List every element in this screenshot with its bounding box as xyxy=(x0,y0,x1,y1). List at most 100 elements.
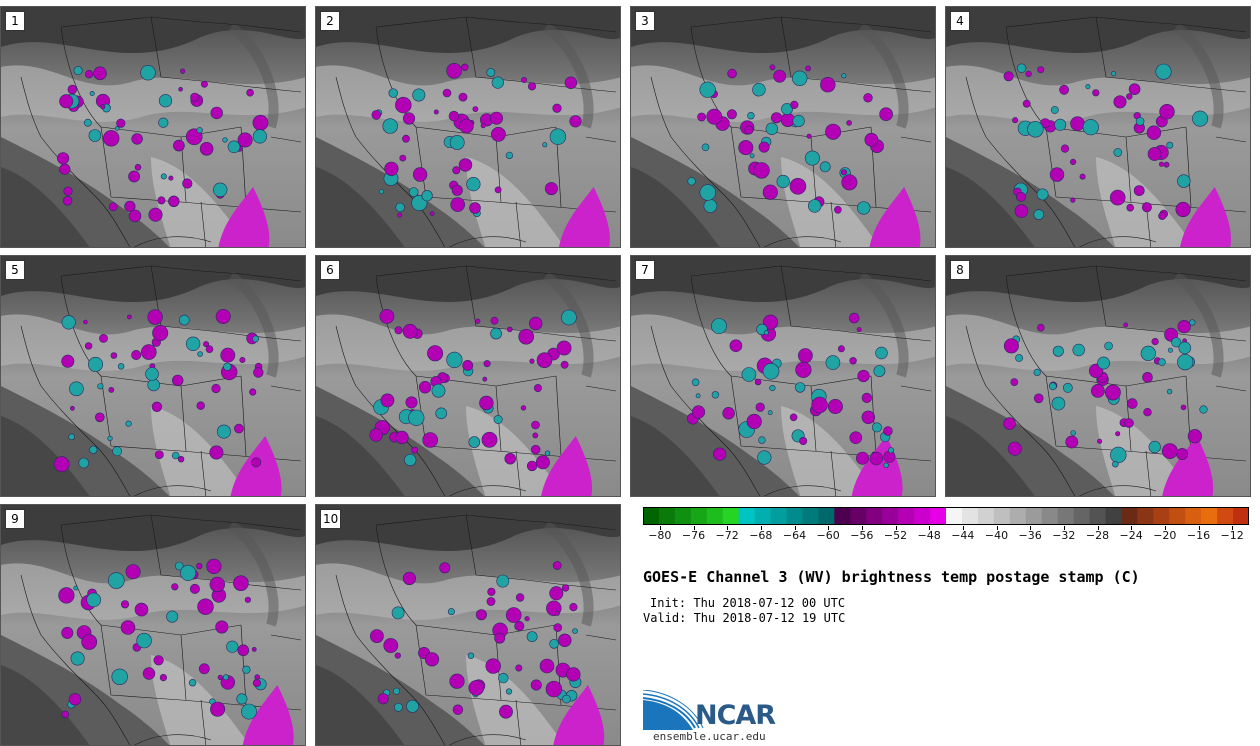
colorbar-tick-mark xyxy=(929,526,931,530)
colorbar-segment xyxy=(770,507,788,525)
colorbar-tick-label: −40 xyxy=(984,529,1009,542)
colorbar-tick-mark xyxy=(1097,526,1099,530)
colorbar-segment xyxy=(1025,507,1043,525)
colorbar-segment xyxy=(1105,507,1122,525)
colorbar-segment xyxy=(1057,507,1075,525)
colorbar-segment xyxy=(818,507,835,525)
colorbar-segment xyxy=(1169,507,1186,525)
colorbar-segment xyxy=(930,507,947,525)
colorbar-tick-mark xyxy=(693,526,695,530)
colorbar-segment xyxy=(658,507,676,525)
colorbar-segment xyxy=(914,507,931,525)
map-panel-5: 5 xyxy=(0,255,306,497)
colorbar-tick-label: −44 xyxy=(951,529,975,542)
panel-number: 9 xyxy=(5,509,25,529)
panel-number: 5 xyxy=(5,260,25,280)
panel-number: 8 xyxy=(950,260,970,280)
colorbar-tick-mark xyxy=(1164,526,1166,530)
panel-number: 1 xyxy=(5,11,25,31)
colorbar-segment xyxy=(993,507,1011,525)
map-panel-3: 3 xyxy=(630,6,936,248)
colorbar-tick-mark xyxy=(996,526,998,530)
colorbar-segment xyxy=(1073,507,1091,525)
valid-time: Valid: Thu 2018-07-12 19 UTC xyxy=(643,611,846,625)
colorbar-segment xyxy=(1201,507,1218,525)
colorbar-segment xyxy=(1137,507,1154,525)
colorbar-segment xyxy=(674,507,692,525)
colorbar-segment xyxy=(882,507,899,525)
panel-number: 4 xyxy=(950,11,970,31)
colorbar-tick-mark xyxy=(1030,526,1032,530)
colorbar-tick-label: −76 xyxy=(681,529,706,542)
colorbar-tick-mark xyxy=(1198,526,1200,530)
map-image xyxy=(1,505,306,745)
colorbar-tick-label: −48 xyxy=(917,529,941,542)
colorbar-tick-label: −36 xyxy=(1018,529,1042,542)
colorbar-segment xyxy=(1233,507,1249,525)
map-image xyxy=(946,256,1251,496)
colorbar-tick-mark xyxy=(794,526,796,530)
colorbar-segment xyxy=(1185,507,1202,525)
map-panel-8: 8 xyxy=(945,255,1251,497)
map-image xyxy=(1,7,306,247)
colorbar-segment xyxy=(1089,507,1106,525)
colorbar-tick-mark xyxy=(828,526,830,530)
colorbar-segment xyxy=(1153,507,1170,525)
map-panel-6: 6 xyxy=(315,255,621,497)
colorbar-segment xyxy=(1217,507,1234,525)
map-panel-9: 9 xyxy=(0,504,306,746)
map-image xyxy=(631,256,936,496)
ncar-logo-icon xyxy=(643,690,704,730)
map-image xyxy=(316,256,621,496)
panel-number: 7 xyxy=(635,260,655,280)
colorbar-segment xyxy=(850,507,867,525)
colorbar-tick-label: −12 xyxy=(1220,529,1244,542)
colorbar-tick-mark xyxy=(1232,526,1234,530)
colorbar-tick-label: −72 xyxy=(715,529,739,542)
colorbar-tick-mark xyxy=(760,526,762,530)
colorbar-segment xyxy=(1009,507,1027,525)
logo-text: NCAR xyxy=(695,700,776,731)
colorbar-tick-label: −24 xyxy=(1119,529,1143,542)
colorbar-tick-label: −20 xyxy=(1153,529,1177,542)
map-panel-7: 7 xyxy=(630,255,936,497)
panel-number: 2 xyxy=(320,11,340,31)
panel-number: 6 xyxy=(320,260,340,280)
map-image xyxy=(631,7,936,247)
colorbar-tick-label: −68 xyxy=(749,529,773,542)
colorbar-segment xyxy=(802,507,819,525)
colorbar-tick-label: −28 xyxy=(1085,529,1110,542)
colorbar-tick-mark xyxy=(895,526,897,530)
colorbar-tick-mark xyxy=(962,526,964,530)
colorbar-ticks: −80 −76 −72 −68 −64 −60 −56 −52 −48 −44 −40 −36 −32−… xyxy=(643,526,1249,546)
panel-number: 3 xyxy=(635,11,655,31)
map-panel-2: 2 xyxy=(315,6,621,248)
map-panel-10: 10 xyxy=(315,504,621,746)
colorbar-segment xyxy=(643,507,660,525)
map-panel-1: 1 xyxy=(0,6,306,248)
map-image xyxy=(316,7,621,247)
plot-title: GOES-E Channel 3 (WV) brightness temp po… xyxy=(643,568,1140,586)
colorbar-segment xyxy=(834,507,851,525)
colorbar-tick-label: −60 xyxy=(816,529,840,542)
colorbar-tick-mark xyxy=(1131,526,1133,530)
logo-url: ensemble.ucar.edu xyxy=(653,730,766,743)
colorbar-segment xyxy=(898,507,915,525)
colorbar-segment xyxy=(946,507,963,525)
colorbar-segment xyxy=(690,507,708,525)
colorbar-tick-label: −64 xyxy=(782,529,807,542)
colorbar-segment xyxy=(786,507,803,525)
panel-number: 10 xyxy=(320,509,342,529)
colorbar-segment xyxy=(706,507,724,525)
colorbar-segment xyxy=(738,507,756,525)
colorbar-tick-mark xyxy=(1063,526,1065,530)
colorbar-tick-mark xyxy=(861,526,863,530)
map-image xyxy=(946,7,1251,247)
map-panel-4: 4 xyxy=(945,6,1251,248)
colorbar-segment xyxy=(722,507,740,525)
colorbar-tick-mark xyxy=(659,526,661,530)
colorbar-border xyxy=(643,507,1249,525)
colorbar-segment xyxy=(866,507,883,525)
colorbar-tick-label: −32 xyxy=(1052,529,1076,542)
map-image xyxy=(316,505,621,745)
